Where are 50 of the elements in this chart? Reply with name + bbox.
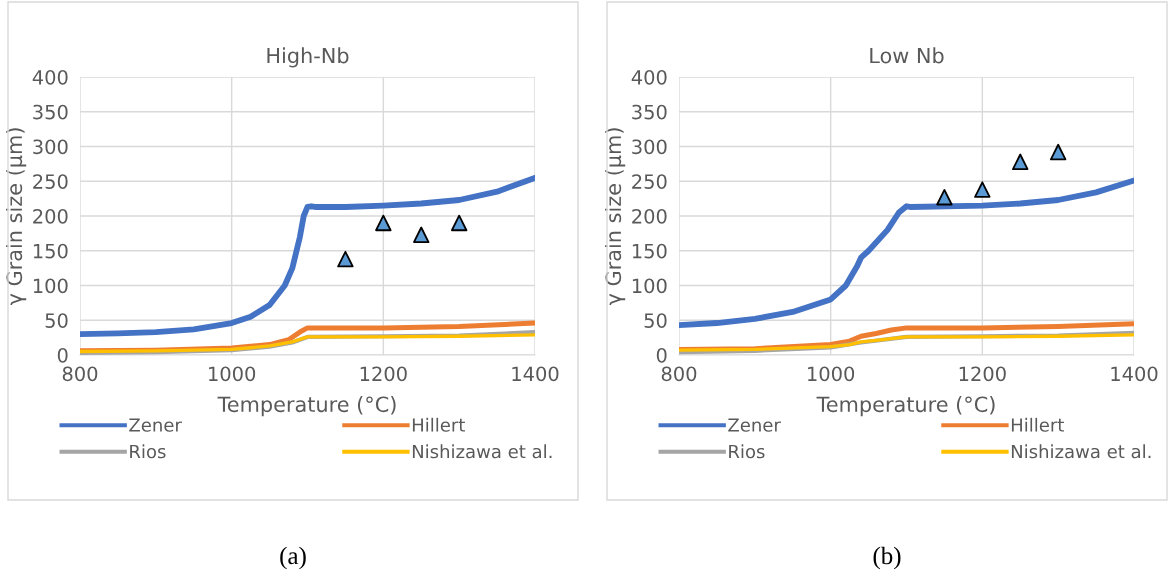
y-tick-label: 400	[631, 69, 667, 85]
y-tick-label: 50	[45, 313, 68, 328]
x-axis-title: Temperature (°C)	[816, 396, 995, 417]
point	[450, 214, 468, 232]
legend-label: Nishizawa et al.	[1011, 444, 1151, 459]
point	[974, 181, 991, 198]
x-tick-label: 800	[661, 366, 697, 382]
y-tick-label: 150	[33, 243, 68, 259]
y-axis-title: γ Grain size (µm)	[605, 128, 626, 306]
point	[337, 250, 354, 268]
x-tick-label: 1000	[209, 366, 256, 382]
y-tick-label: 100	[33, 278, 68, 294]
x-tick-label: 800	[62, 366, 98, 382]
y-tick-label: 0	[57, 347, 68, 363]
y-tick-label: 200	[632, 208, 667, 224]
y-axis-title: γ Grain size (µm)	[6, 128, 27, 306]
x-tick-label: 1400	[512, 366, 559, 382]
y-tick-label: 400	[32, 69, 68, 85]
x-axis-title: Temperature (°C)	[217, 396, 396, 417]
y-tick-label: 100	[632, 278, 667, 294]
y-tick-label: 350	[632, 104, 667, 120]
legend-label: Nishizawa et al.	[412, 444, 552, 459]
y-tick-label: 350	[33, 104, 68, 120]
y-tick-label: 50	[644, 313, 667, 328]
legend-label: Hillert	[412, 417, 465, 432]
y-tick-label: 250	[33, 174, 68, 189]
legend-label: Zener	[129, 418, 182, 432]
point	[375, 214, 392, 232]
point	[413, 226, 430, 243]
x-tick-label: 1200	[959, 366, 1006, 382]
x-tick-label: 1200	[360, 366, 407, 382]
point	[1049, 143, 1067, 161]
y-tick-label: 0	[656, 347, 667, 363]
x-tick-label: 1000	[808, 366, 855, 382]
chart-title: Low Nb	[870, 47, 944, 64]
y-tick-label: 300	[632, 139, 667, 155]
legend-label: Hillert	[1011, 417, 1064, 432]
legend-label: Zener	[728, 418, 781, 432]
legend-label: Rios	[130, 444, 166, 459]
point	[936, 189, 953, 206]
x-tick-label: 1400	[1111, 366, 1158, 382]
y-tick-label: 150	[632, 243, 667, 259]
point	[1012, 153, 1029, 170]
chart-title: High-Nb	[267, 47, 349, 68]
y-tick-label: 200	[33, 208, 68, 224]
y-tick-label: 250	[632, 174, 667, 189]
y-tick-label: 300	[33, 139, 68, 155]
text: (a)	[280, 546, 306, 570]
text: (b)	[873, 546, 901, 570]
legend-label: Rios	[729, 444, 765, 459]
